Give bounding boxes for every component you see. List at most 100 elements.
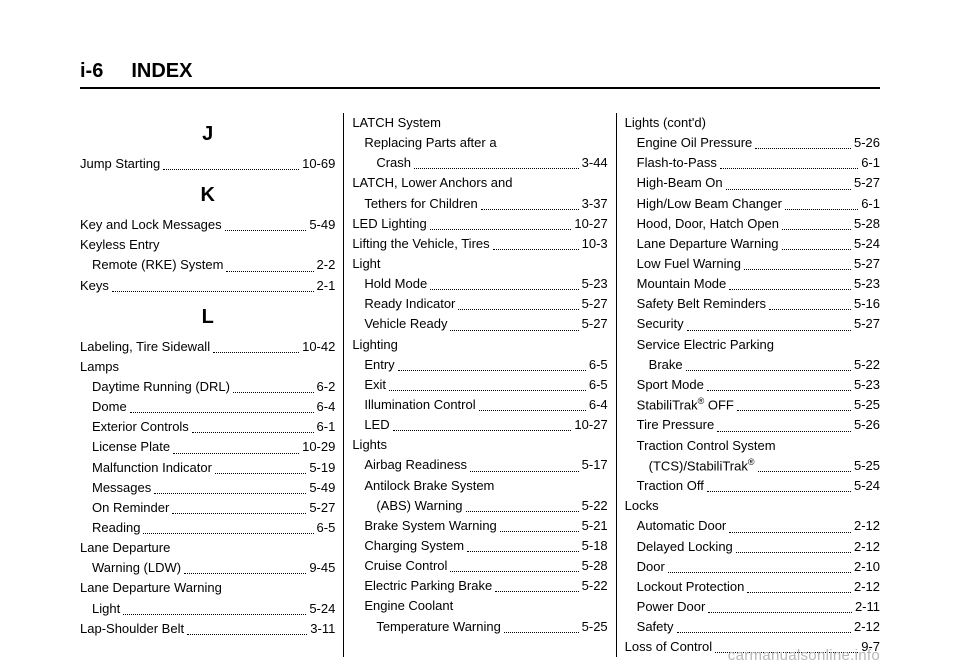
index-entry-page: 5-24 (854, 234, 880, 254)
index-entry: Entry6-5 (352, 355, 607, 375)
index-entry: Messages5-49 (80, 478, 335, 498)
index-entry: Safety Belt Reminders5-16 (625, 294, 880, 314)
index-entry: Hood, Door, Hatch Open5-28 (625, 214, 880, 234)
index-entry-page: 10-69 (302, 154, 335, 174)
index-subhead: Antilock Brake System (352, 476, 607, 496)
index-entry: Tethers for Children3-37 (352, 194, 607, 214)
index-entry-page: 2-11 (855, 597, 880, 617)
index-entry-page: 3-11 (310, 619, 335, 639)
index-entry-label: Keys (80, 276, 109, 296)
leader-dots (726, 173, 851, 189)
index-entry-page: 5-21 (582, 516, 608, 536)
page-title: INDEX (131, 60, 192, 83)
index-entry-page: 2-12 (854, 537, 880, 557)
index-subhead: Light (352, 254, 607, 274)
index-entry-page: 5-27 (309, 498, 335, 518)
index-entry-label: Hold Mode (364, 274, 427, 294)
index-entry-page: 9-45 (309, 558, 335, 578)
index-entry: License Plate10-29 (80, 437, 335, 457)
index-entry-label: License Plate (92, 437, 170, 457)
index-entry: Mountain Mode5-23 (625, 274, 880, 294)
index-entry: On Reminder 5-27 (80, 498, 335, 518)
index-entry-label: Temperature Warning (376, 617, 501, 637)
index-entry: Dome6-4 (80, 397, 335, 417)
index-entry-label: Ready Indicator (364, 294, 455, 314)
index-entry: High/Low Beam Changer6-1 (625, 194, 880, 214)
index-entry: High-Beam On5-27 (625, 173, 880, 193)
index-subhead: Locks (625, 496, 880, 516)
index-entry-label: Low Fuel Warning (637, 254, 741, 274)
index-entry: Crash3-44 (352, 153, 607, 173)
leader-dots (112, 276, 314, 292)
index-entry-label: Vehicle Ready (364, 314, 447, 334)
index-entry: Airbag Readiness5-17 (352, 455, 607, 475)
index-columns: JJump Starting10-69KKey and Lock Message… (80, 113, 880, 657)
index-entry: Light5-24 (80, 599, 335, 619)
index-column-2: LATCH SystemReplacing Parts after aCrash… (352, 113, 607, 657)
index-entry-label: Crash (376, 153, 411, 173)
index-entry: Power Door2-11 (625, 597, 880, 617)
index-entry: Delayed Locking 2-12 (625, 537, 880, 557)
index-entry: Exterior Controls6-1 (80, 417, 335, 437)
index-entry: StabiliTrak® OFF5-25 (625, 395, 880, 415)
index-entry-page: 6-1 (317, 417, 336, 437)
index-subhead: Lane Departure (80, 538, 335, 558)
index-entry-label: Lane Departure Warning (637, 234, 779, 254)
index-column-1: JJump Starting10-69KKey and Lock Message… (80, 113, 335, 657)
leader-dots (398, 355, 586, 371)
leader-dots (172, 498, 306, 514)
index-entry-page: 6-4 (589, 395, 608, 415)
index-entry-page: 5-28 (854, 214, 880, 234)
index-entry-label: Entry (364, 355, 394, 375)
leader-dots (154, 478, 306, 494)
index-entry: Key and Lock Messages5-49 (80, 215, 335, 235)
leader-dots (470, 455, 579, 471)
leader-dots (450, 314, 578, 330)
index-entry-label: Sport Mode (637, 375, 704, 395)
leader-dots (495, 576, 578, 592)
index-entry: Lifting the Vehicle, Tires10-3 (352, 234, 607, 254)
index-entry: Safety2-12 (625, 617, 880, 637)
leader-dots (430, 274, 578, 290)
index-entry-page: 5-25 (582, 617, 608, 637)
index-entry-label: LED (364, 415, 389, 435)
index-entry-label: Engine Oil Pressure (637, 133, 753, 153)
index-entry-page: 2-12 (854, 577, 880, 597)
leader-dots (173, 437, 299, 453)
index-entry-label: Daytime Running (DRL) (92, 377, 230, 397)
leader-dots (769, 294, 851, 310)
leader-dots (504, 617, 579, 633)
watermark-text: carmanualsonline.info (728, 647, 880, 664)
index-entry-label: High/Low Beam Changer (637, 194, 782, 214)
leader-dots (785, 194, 858, 210)
index-entry-label: Delayed Locking (637, 537, 733, 557)
index-subhead: Lamps (80, 357, 335, 377)
index-entry-page: 6-5 (589, 375, 608, 395)
index-entry: Remote (RKE) System2-2 (80, 255, 335, 275)
index-subhead: LATCH System (352, 113, 607, 133)
index-entry-label: Light (92, 599, 120, 619)
index-entry: Ready Indicator5-27 (352, 294, 607, 314)
index-entry-label: On Reminder (92, 498, 169, 518)
index-entry-page: 5-25 (854, 456, 880, 476)
index-subhead: LATCH, Lower Anchors and (352, 173, 607, 193)
index-entry-page: 5-26 (854, 133, 880, 153)
index-entry-label: Airbag Readiness (364, 455, 467, 475)
index-entry-label: Brake System Warning (364, 516, 496, 536)
index-entry: Daytime Running (DRL) 6-2 (80, 377, 335, 397)
index-entry-label: Traction Off (637, 476, 704, 496)
index-entry-page: 6-2 (317, 377, 336, 397)
index-entry: Electric Parking Brake5-22 (352, 576, 607, 596)
index-entry-label: Charging System (364, 536, 464, 556)
index-entry-label: Messages (92, 478, 151, 498)
index-entry-label: Security (637, 314, 684, 334)
index-entry-label: Exit (364, 375, 386, 395)
index-subhead: Lighting (352, 335, 607, 355)
index-entry: Security5-27 (625, 314, 880, 334)
index-entry: Tire Pressure5-26 (625, 415, 880, 435)
index-entry: LED Lighting10-27 (352, 214, 607, 234)
index-entry-page: 10-27 (574, 214, 607, 234)
index-entry: Warning (LDW)9-45 (80, 558, 335, 578)
index-entry: Reading6-5 (80, 518, 335, 538)
leader-dots (755, 133, 851, 149)
